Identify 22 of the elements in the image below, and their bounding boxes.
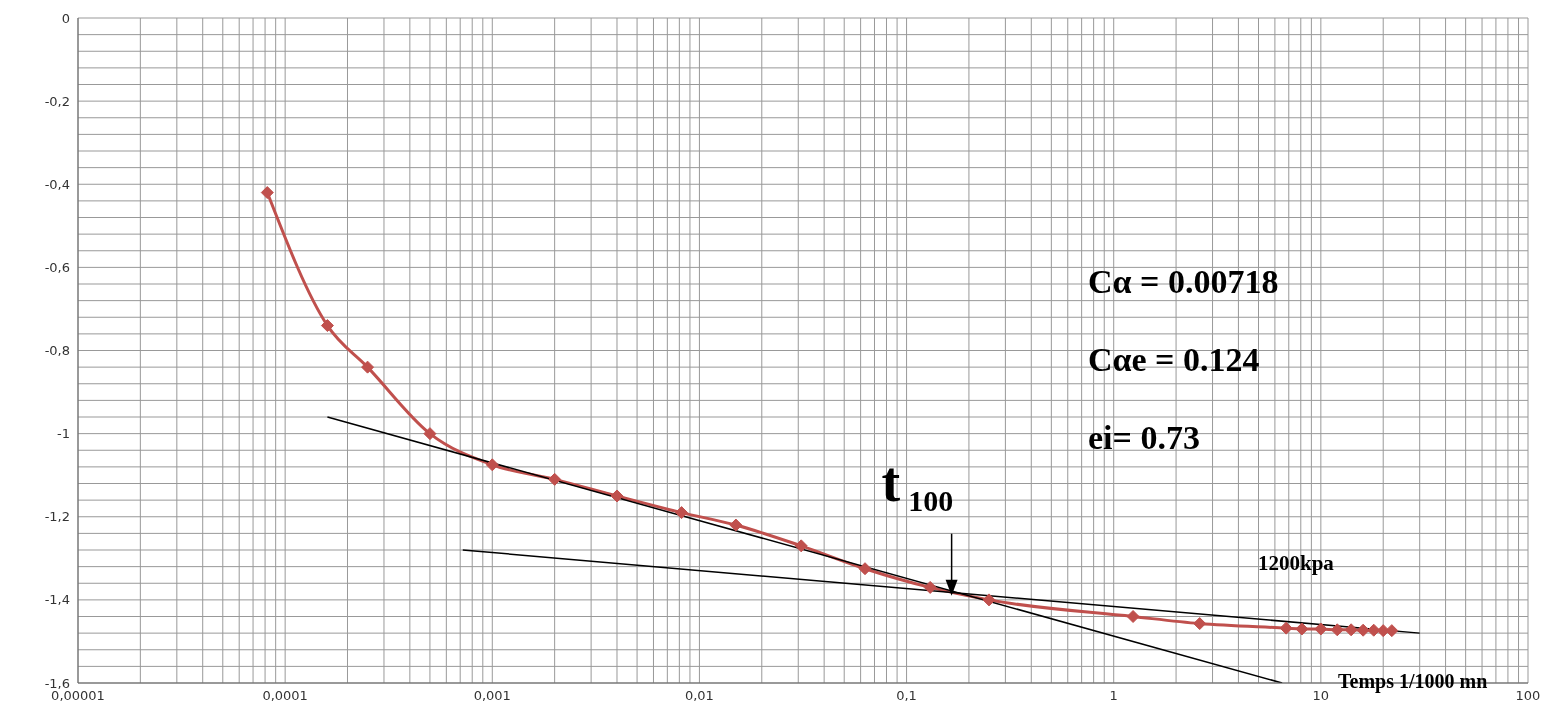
x-tick-label: 10 <box>1312 688 1330 704</box>
x-axis-title: Temps 1/1000 mn <box>1338 670 1488 693</box>
y-tick-label: -1,6 <box>44 675 70 691</box>
text: 1200kpa <box>1258 551 1334 576</box>
x-tick-label: 1 <box>1109 688 1118 704</box>
annotation: ei= 0.73 <box>1088 419 1200 457</box>
y-tick-label: 0 <box>61 10 70 26</box>
annotation: Cαe = 0.124 <box>1088 341 1260 379</box>
x-tick-label: 0,00001 <box>51 688 105 704</box>
y-tick-label: -0,2 <box>44 93 70 109</box>
y-tick-label: -0,4 <box>44 176 70 192</box>
annotation: Cα = 0.00718 <box>1088 263 1279 301</box>
y-tick-label: -0,8 <box>44 343 70 359</box>
y-tick-label: -1,4 <box>44 592 70 608</box>
y-tick-label: -1,2 <box>44 509 70 525</box>
x-tick-label: 0,001 <box>473 688 511 704</box>
y-tick-label: -0,6 <box>44 259 70 275</box>
x-tick-label: 0,01 <box>684 688 714 704</box>
x-tick-label: 0,0001 <box>262 688 308 704</box>
x-tick-label: 0,1 <box>896 688 917 704</box>
x-tick-label: 100 <box>1515 688 1541 704</box>
y-tick-label: -1 <box>57 426 70 442</box>
